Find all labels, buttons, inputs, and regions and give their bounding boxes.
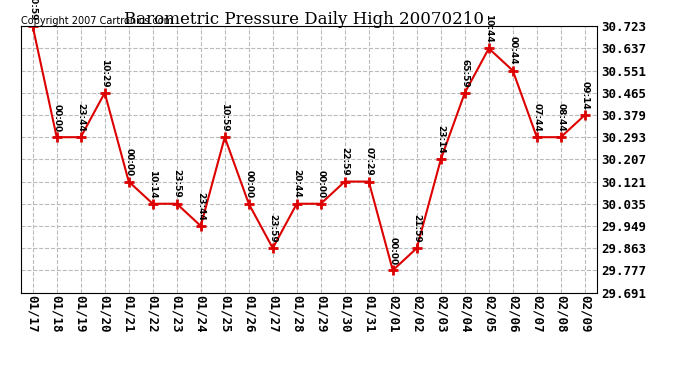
Text: 00:59: 00:59 bbox=[28, 0, 37, 21]
Text: 00:00: 00:00 bbox=[316, 170, 325, 198]
Text: 10:44: 10:44 bbox=[484, 14, 493, 43]
Text: 08:44: 08:44 bbox=[556, 103, 565, 132]
Text: 00:00: 00:00 bbox=[52, 104, 61, 132]
Text: 00:44: 00:44 bbox=[509, 36, 518, 65]
Text: 65:59: 65:59 bbox=[460, 58, 469, 87]
Text: 10:29: 10:29 bbox=[100, 58, 109, 87]
Text: 20:44: 20:44 bbox=[293, 170, 302, 198]
Text: 00:00: 00:00 bbox=[388, 237, 397, 265]
Text: 07:44: 07:44 bbox=[532, 103, 542, 132]
Text: 22:59: 22:59 bbox=[340, 147, 349, 176]
Text: 09:14: 09:14 bbox=[580, 81, 589, 110]
Text: 23:59: 23:59 bbox=[172, 170, 181, 198]
Text: 10:59: 10:59 bbox=[220, 103, 229, 132]
Text: 21:59: 21:59 bbox=[413, 214, 422, 243]
Text: Copyright 2007 Cartronics.com: Copyright 2007 Cartronics.com bbox=[21, 16, 172, 26]
Text: 23:59: 23:59 bbox=[268, 214, 277, 243]
Text: Barometric Pressure Daily High 20070210: Barometric Pressure Daily High 20070210 bbox=[124, 11, 484, 28]
Text: 00:00: 00:00 bbox=[244, 170, 253, 198]
Text: 07:29: 07:29 bbox=[364, 147, 373, 176]
Text: 00:00: 00:00 bbox=[124, 148, 133, 176]
Text: 23:44: 23:44 bbox=[76, 103, 86, 132]
Text: 23:44: 23:44 bbox=[196, 192, 205, 220]
Text: 10:14: 10:14 bbox=[148, 170, 157, 198]
Text: 23:14: 23:14 bbox=[436, 125, 445, 154]
